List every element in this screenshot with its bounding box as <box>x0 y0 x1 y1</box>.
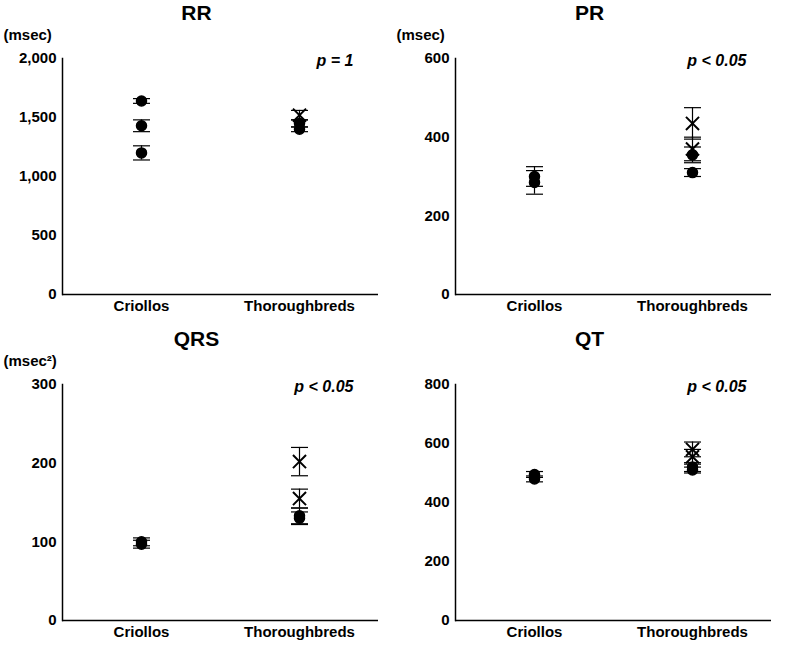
svg-text:1,000: 1,000 <box>19 167 57 184</box>
svg-text:Criollos: Criollos <box>114 297 170 314</box>
svg-text:0: 0 <box>441 611 449 628</box>
svg-text:Thoroughbreds: Thoroughbreds <box>244 623 355 640</box>
svg-text:2,000: 2,000 <box>19 49 57 66</box>
svg-text:p < 0.05: p < 0.05 <box>686 378 747 395</box>
svg-text:(msec²): (msec²) <box>4 352 57 369</box>
svg-text:Criollos: Criollos <box>507 623 563 640</box>
svg-text:Thoroughbreds: Thoroughbreds <box>637 623 748 640</box>
svg-text:200: 200 <box>31 454 56 471</box>
svg-text:500: 500 <box>31 226 56 243</box>
svg-text:Thoroughbreds: Thoroughbreds <box>637 297 748 314</box>
svg-text:200: 200 <box>424 552 449 569</box>
svg-text:Criollos: Criollos <box>114 623 170 640</box>
svg-text:800: 800 <box>424 375 449 392</box>
svg-text:1,500: 1,500 <box>19 108 57 125</box>
svg-text:600: 600 <box>424 49 449 66</box>
svg-text:p < 0.05: p < 0.05 <box>293 378 354 395</box>
svg-text:0: 0 <box>48 285 56 302</box>
svg-text:p < 0.05: p < 0.05 <box>686 52 747 69</box>
svg-text:100: 100 <box>31 533 56 550</box>
svg-text:400: 400 <box>424 128 449 145</box>
html-text:QT: QT <box>574 327 605 350</box>
svg-text:Thoroughbreds: Thoroughbreds <box>244 297 355 314</box>
svg-text:(msec): (msec) <box>4 26 52 43</box>
svg-text:600: 600 <box>424 434 449 451</box>
html-text:RR: RR <box>181 1 212 24</box>
svg-text:(msec): (msec) <box>397 26 445 43</box>
svg-text:400: 400 <box>424 493 449 510</box>
svg-text:0: 0 <box>441 285 449 302</box>
svg-text:p = 1: p = 1 <box>316 52 354 69</box>
svg-text:Criollos: Criollos <box>507 297 563 314</box>
svg-text:0: 0 <box>48 611 56 628</box>
svg-text:300: 300 <box>31 375 56 392</box>
html-text:QRS: QRS <box>173 327 220 350</box>
html-text:PR: PR <box>574 1 605 24</box>
svg-text:200: 200 <box>424 207 449 224</box>
